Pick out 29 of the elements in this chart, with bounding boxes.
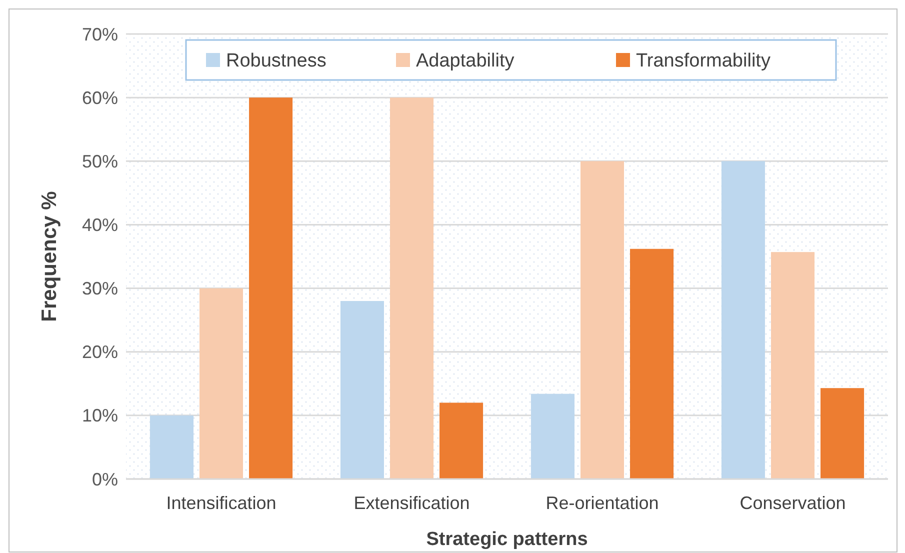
bar [770, 252, 815, 479]
bar [249, 98, 293, 479]
bar [440, 402, 484, 479]
bar [721, 161, 765, 479]
y-axis-title: Frequency % [38, 190, 61, 322]
legend-label: Robustness [226, 50, 326, 72]
bar [580, 161, 624, 479]
x-tick-label: Intensification [166, 493, 276, 513]
legend-label: Adaptability [416, 50, 515, 72]
y-tick-label: 30% [82, 278, 118, 299]
y-tick-label: 0% [92, 469, 118, 490]
bar [340, 301, 384, 479]
x-tick-label: Extensification [354, 493, 470, 513]
y-tick-label: 10% [82, 406, 118, 426]
y-tick-label: 40% [82, 215, 118, 236]
y-tick-label: 60% [82, 88, 118, 108]
bar [630, 248, 674, 479]
x-tick-label: Re-orientation [546, 493, 659, 513]
bar [820, 388, 864, 479]
bar [150, 415, 194, 479]
bar [390, 98, 434, 479]
x-tick-label: Conservation [740, 493, 846, 513]
y-tick-label: 20% [82, 342, 118, 362]
bar [530, 394, 574, 479]
y-tick-label: 50% [82, 151, 118, 172]
bar [199, 288, 244, 479]
legend-label: Transformability [636, 50, 771, 72]
y-tick-label: 70% [82, 24, 118, 44]
x-axis-title: Strategic patterns [426, 529, 588, 550]
